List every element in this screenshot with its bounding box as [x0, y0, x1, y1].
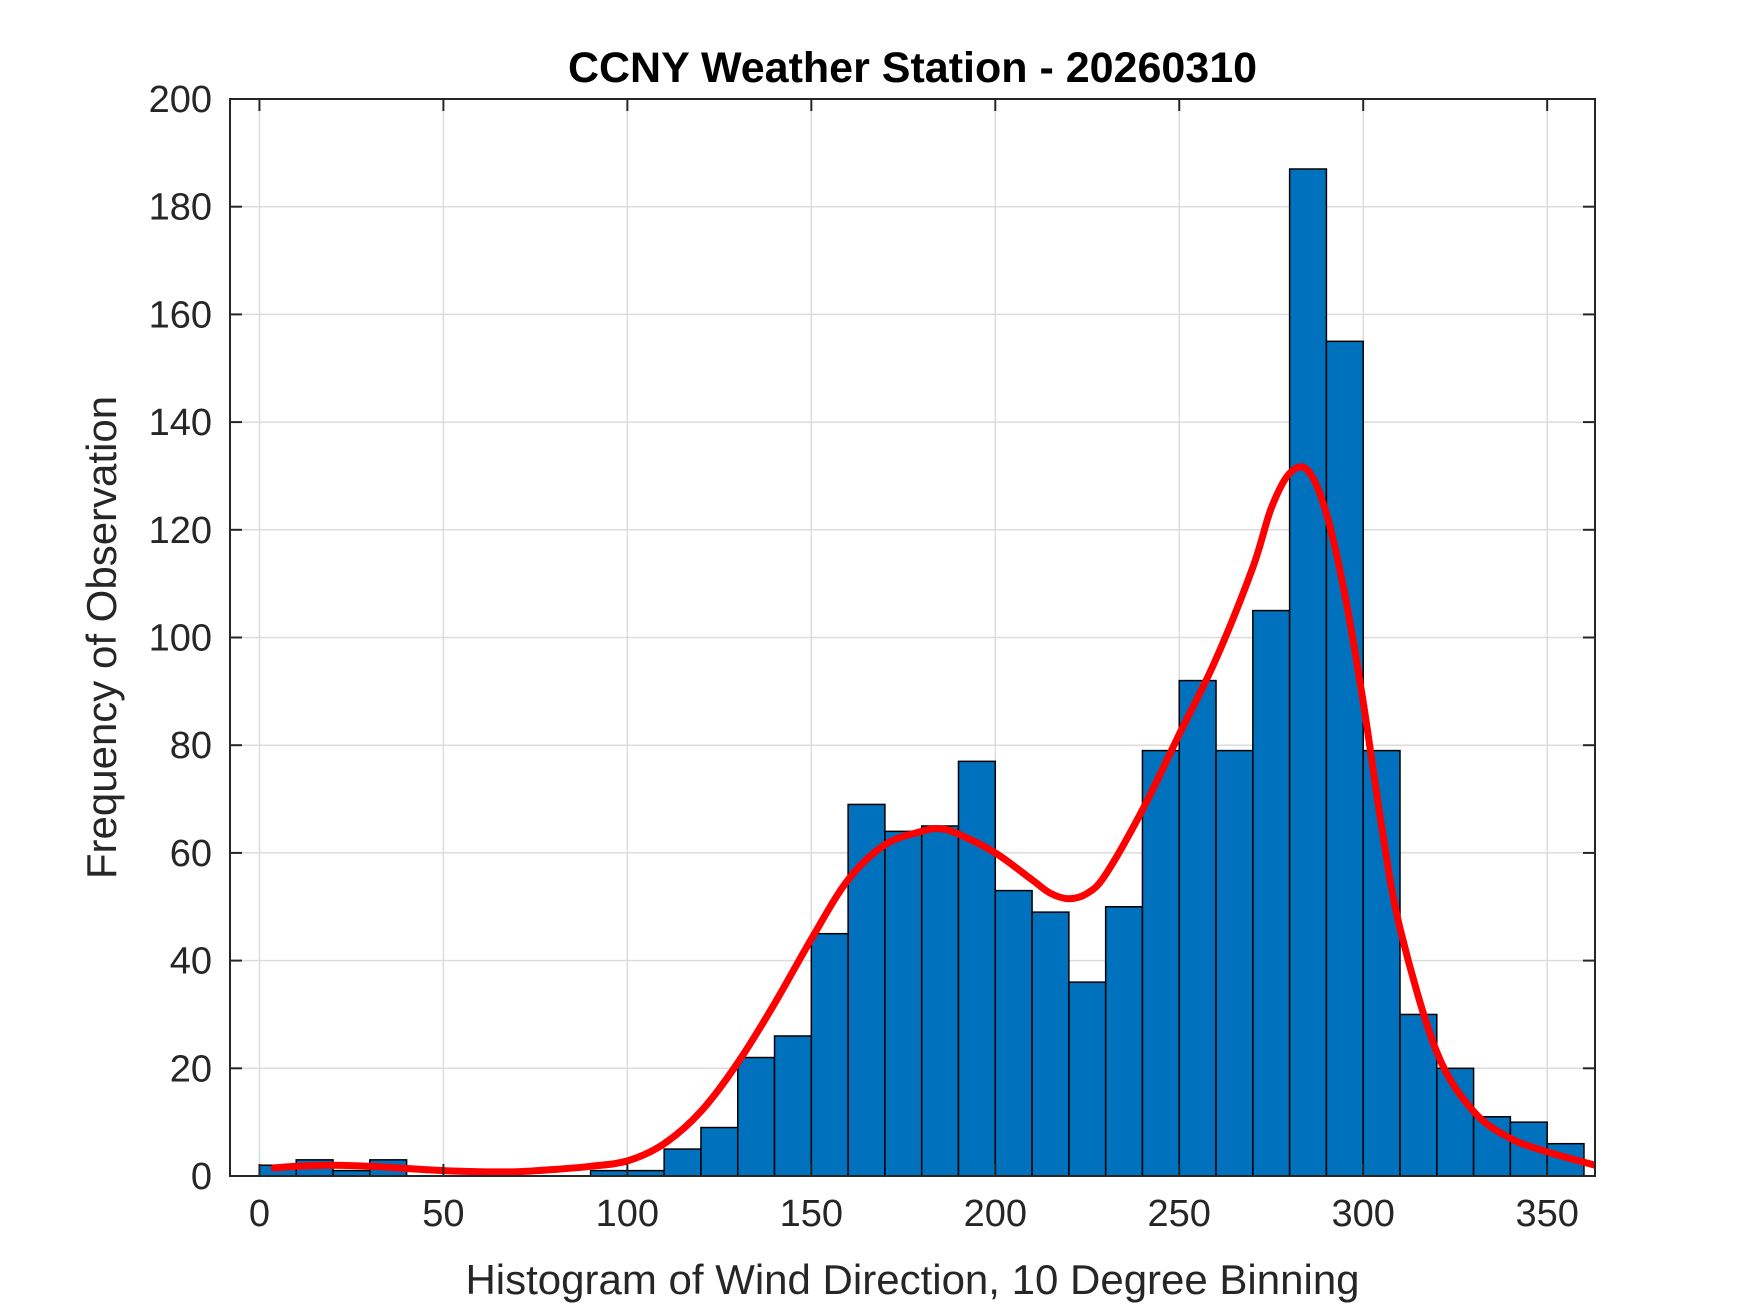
x-tick-label: 350: [1515, 1193, 1578, 1235]
y-tick-label: 40: [170, 941, 212, 983]
y-tick-label: 20: [170, 1048, 212, 1090]
histogram-bars: [258, 168, 1585, 1177]
histogram-bar: [847, 803, 886, 1177]
x-tick-label: 200: [964, 1193, 1027, 1235]
x-tick-label: 50: [422, 1193, 464, 1235]
y-tick-label: 160: [149, 294, 212, 336]
x-tick-label: 250: [1148, 1193, 1211, 1235]
y-tick-label: 200: [149, 79, 212, 121]
y-tick-label: 60: [170, 833, 212, 875]
histogram-bar: [1252, 609, 1291, 1177]
y-tick-label: 100: [149, 618, 212, 660]
x-tick-label: 0: [249, 1193, 270, 1235]
histogram-bar: [1325, 340, 1364, 1177]
x-tick-label: 300: [1332, 1193, 1395, 1235]
histogram-bar: [1215, 749, 1254, 1177]
x-axis-label: Histogram of Wind Direction, 10 Degree B…: [465, 1256, 1359, 1303]
histogram-bar: [736, 1056, 776, 1177]
chart-title: CCNY Weather Station - 20260310: [568, 44, 1257, 92]
y-tick-label: 0: [191, 1156, 212, 1198]
y-tick-label: 140: [149, 402, 212, 444]
x-tick-label: 150: [780, 1193, 843, 1235]
y-tick-label: 80: [170, 725, 212, 767]
fit-curve-layer: [270, 463, 1595, 1176]
histogram-bar: [957, 760, 997, 1177]
histogram-bar: [700, 1126, 739, 1177]
histogram-bar: [884, 830, 923, 1177]
histogram-bar: [1031, 911, 1070, 1177]
x-tick-label: 100: [596, 1193, 659, 1235]
tick-labels: 0 50 100 150 200 250 300 350 0 20 40 60 80 100 120 140 1…: [149, 79, 1579, 1235]
y-tick-label: 120: [149, 510, 212, 552]
y-tick-label: 180: [149, 187, 212, 229]
histogram-bar: [663, 1148, 702, 1177]
histogram-bar: [1104, 906, 1144, 1177]
histogram-bar: [1141, 749, 1180, 1177]
histogram-bar: [994, 889, 1033, 1177]
histogram-bar: [1068, 981, 1107, 1177]
histogram-bar: [1178, 679, 1217, 1177]
histogram-bar: [1288, 168, 1328, 1177]
histogram-bar: [810, 932, 849, 1177]
histogram-bar: [773, 1035, 813, 1177]
axes-frame: [229, 98, 1596, 1177]
y-axis-label: Frequency of Observation: [78, 396, 125, 879]
histogram-bar: [920, 825, 960, 1177]
fit-curve: [270, 463, 1595, 1176]
